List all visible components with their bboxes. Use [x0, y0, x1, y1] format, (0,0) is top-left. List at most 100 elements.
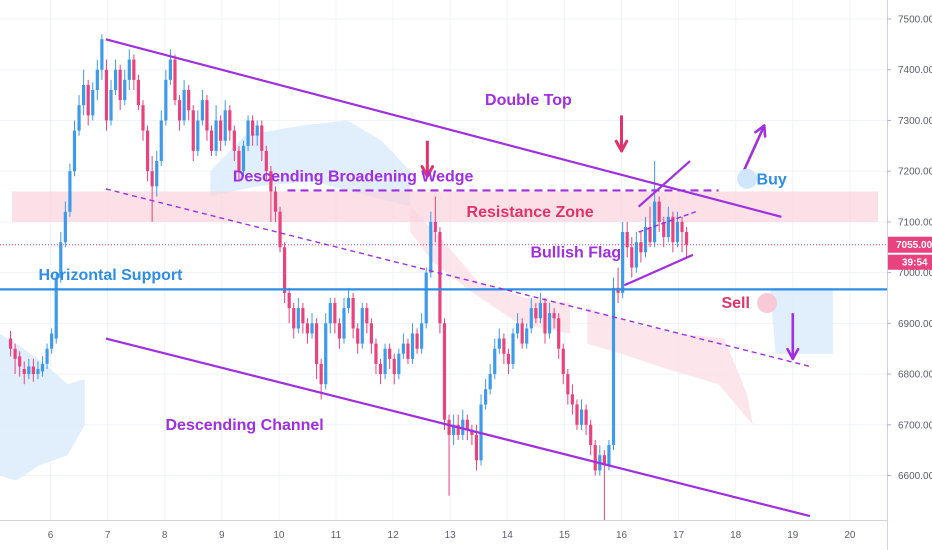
candle-body — [438, 232, 442, 324]
candle-body — [223, 110, 227, 141]
candle-body — [150, 171, 154, 187]
label-sell: Sell — [721, 295, 749, 312]
channel-lower-line — [105, 337, 811, 518]
candle-body — [602, 455, 606, 466]
label-descending-broadening-wedge: Descending Broadening Wedge — [233, 168, 474, 185]
time-tick-label: 17 — [673, 530, 685, 541]
candle-body — [159, 120, 163, 162]
label-resistance-zone: Resistance Zone — [467, 204, 594, 221]
candle-body — [328, 303, 332, 324]
flag-upper-line — [637, 160, 691, 208]
time-tick-label: 18 — [730, 530, 742, 541]
candle-body — [465, 419, 469, 430]
candle-body — [557, 318, 561, 349]
candle-body — [241, 145, 246, 172]
candle-body — [365, 308, 369, 324]
candle-body — [209, 130, 214, 151]
time-tick-label: 16 — [616, 530, 628, 541]
candle-body — [429, 221, 433, 273]
zones — [12, 191, 878, 222]
candle-body — [255, 125, 259, 136]
candle-body — [520, 323, 524, 344]
candle-body — [579, 409, 584, 425]
candle-body — [296, 308, 300, 329]
candle-body — [50, 333, 54, 349]
candle-body — [534, 308, 538, 319]
countdown-badge — [888, 254, 932, 270]
candle-body — [145, 130, 150, 172]
candle-body — [566, 374, 570, 395]
wedge-lower-dashed-line — [105, 188, 811, 368]
time-tick-label: 7 — [105, 530, 111, 541]
label-descending-channel: Descending Channel — [166, 417, 324, 434]
candle-body — [118, 69, 122, 101]
candle-body — [570, 394, 574, 405]
candle-body — [388, 348, 392, 359]
candle-body — [237, 150, 241, 172]
candle-body — [639, 242, 643, 253]
candle-body — [360, 308, 364, 344]
candle-body — [319, 363, 323, 385]
candle-body — [324, 323, 328, 385]
time-axis[interactable]: 6 7 8 9 10 11 12 13 14 15 16 17 18 19 20 — [0, 520, 887, 550]
time-tick-label: 14 — [502, 530, 514, 541]
price-tick-label: 7400.00 — [898, 65, 932, 76]
candle-body — [113, 69, 118, 91]
candle-body — [575, 404, 579, 425]
label-horizontal-support: Horizontal Support — [38, 267, 183, 284]
candle-body — [374, 343, 378, 364]
price-axis[interactable]: 6600.00 6700.00 6800.00 6900.00 7000.00 7100.… — [887, 0, 932, 550]
candle-body — [484, 389, 488, 405]
time-tick-label: 8 — [162, 530, 168, 541]
candle-body — [196, 120, 200, 151]
candle-body — [671, 216, 675, 243]
candle-body — [68, 171, 72, 212]
candle-body — [657, 201, 661, 222]
candle-body — [653, 201, 657, 243]
candle-body — [45, 348, 49, 364]
candle-body — [502, 338, 506, 354]
flag-inner-line — [638, 211, 696, 233]
time-tick-label: 10 — [273, 530, 285, 541]
candle-body — [283, 247, 287, 293]
candle-body — [337, 323, 342, 339]
candle-body — [310, 323, 314, 334]
candle-body — [634, 242, 638, 268]
candle-body — [305, 323, 310, 334]
candle-body — [684, 232, 689, 245]
sell-arrow-head — [786, 347, 795, 361]
candle-body — [191, 110, 195, 151]
cloud-bearish — [587, 308, 753, 425]
label-bullish-flag: Bullish Flag — [530, 244, 621, 261]
channel-upper-line — [105, 38, 782, 218]
candle-body — [31, 366, 35, 375]
candle-body — [136, 79, 141, 106]
candle-body — [452, 424, 456, 435]
current-price-badge — [888, 236, 932, 253]
candle-body — [369, 323, 374, 344]
down-arrow-head — [420, 165, 429, 178]
candle-body — [383, 348, 387, 375]
candle-body — [561, 348, 565, 375]
price-tick-label: 6700.00 — [898, 420, 932, 431]
candle-body — [356, 328, 360, 344]
time-axis-background — [0, 520, 887, 550]
time-tick-label: 19 — [787, 530, 799, 541]
candle-body — [415, 333, 419, 349]
candle-body — [127, 59, 131, 80]
candle-body — [104, 69, 109, 121]
candle-body — [442, 323, 447, 420]
candle-body — [497, 338, 501, 349]
candle-body — [287, 292, 291, 309]
candle-body — [474, 434, 479, 461]
candle-body — [666, 216, 670, 238]
candle-body — [27, 366, 31, 375]
candle-body — [177, 100, 182, 121]
candle-body — [54, 277, 58, 339]
candle-body — [77, 105, 81, 131]
candle-body — [529, 308, 533, 329]
candle-body — [260, 125, 264, 151]
candle-body — [538, 303, 543, 319]
time-tick-label: 20 — [844, 530, 856, 541]
price-axis-background — [887, 0, 932, 550]
